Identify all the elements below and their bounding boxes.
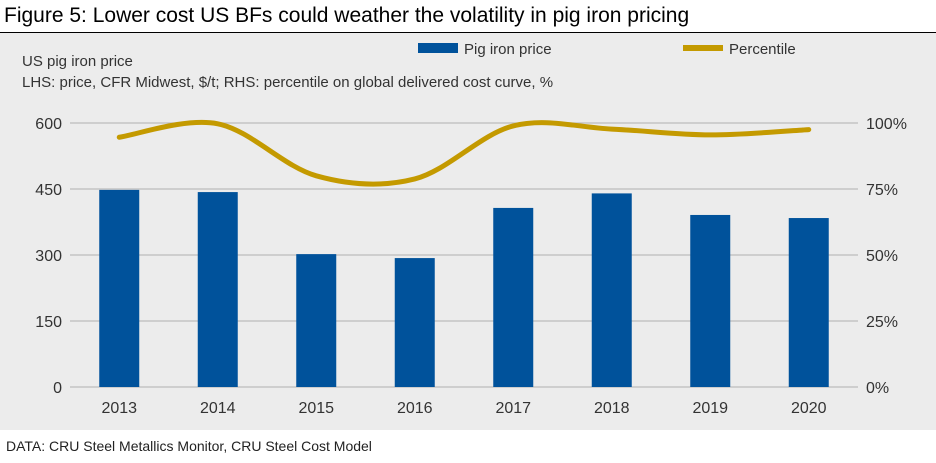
y-tick-left: 300 — [35, 248, 62, 265]
bar-2018 — [591, 193, 632, 387]
legend-swatch-bar — [418, 43, 458, 53]
bar-2015 — [296, 254, 337, 387]
title-divider — [0, 32, 936, 33]
legend-label-line: Percentile — [729, 41, 796, 58]
x-tick: 2019 — [692, 400, 728, 417]
bar-2013 — [99, 189, 140, 387]
bar-2020 — [788, 218, 829, 387]
y-tick-right: 50% — [866, 248, 898, 265]
bar-2016 — [394, 258, 435, 387]
legend-label-bar: Pig iron price — [464, 41, 552, 58]
x-tick: 2016 — [397, 400, 433, 417]
y-tick-right: 0% — [866, 380, 889, 397]
x-tick: 2014 — [200, 400, 236, 417]
bar-2019 — [690, 214, 731, 387]
x-tick: 2013 — [101, 400, 137, 417]
y-tick-right: 100% — [866, 116, 907, 133]
x-tick: 2017 — [495, 400, 531, 417]
y-tick-right: 75% — [866, 182, 898, 199]
x-tick: 2020 — [791, 400, 827, 417]
source-note: DATA: CRU Steel Metallics Monitor, CRU S… — [6, 438, 372, 454]
bar-2014 — [197, 192, 238, 387]
chart-note: LHS: price, CFR Midwest, $/t; RHS: perce… — [22, 74, 553, 91]
y-tick-left: 150 — [35, 314, 62, 331]
y-tick-left: 450 — [35, 182, 62, 199]
bar-2017 — [493, 207, 534, 387]
x-tick: 2018 — [594, 400, 630, 417]
y-tick-left: 600 — [35, 116, 62, 133]
y-tick-right: 25% — [866, 314, 898, 331]
legend-swatch-line — [683, 45, 723, 51]
figure-title: Figure 5: Lower cost US BFs could weathe… — [4, 4, 690, 27]
y-tick-left: 0 — [53, 380, 62, 397]
percentile-line — [116, 119, 812, 187]
x-tick: 2015 — [298, 400, 334, 417]
chart-subtitle: US pig iron price — [22, 53, 133, 70]
chart-panel — [0, 33, 936, 430]
